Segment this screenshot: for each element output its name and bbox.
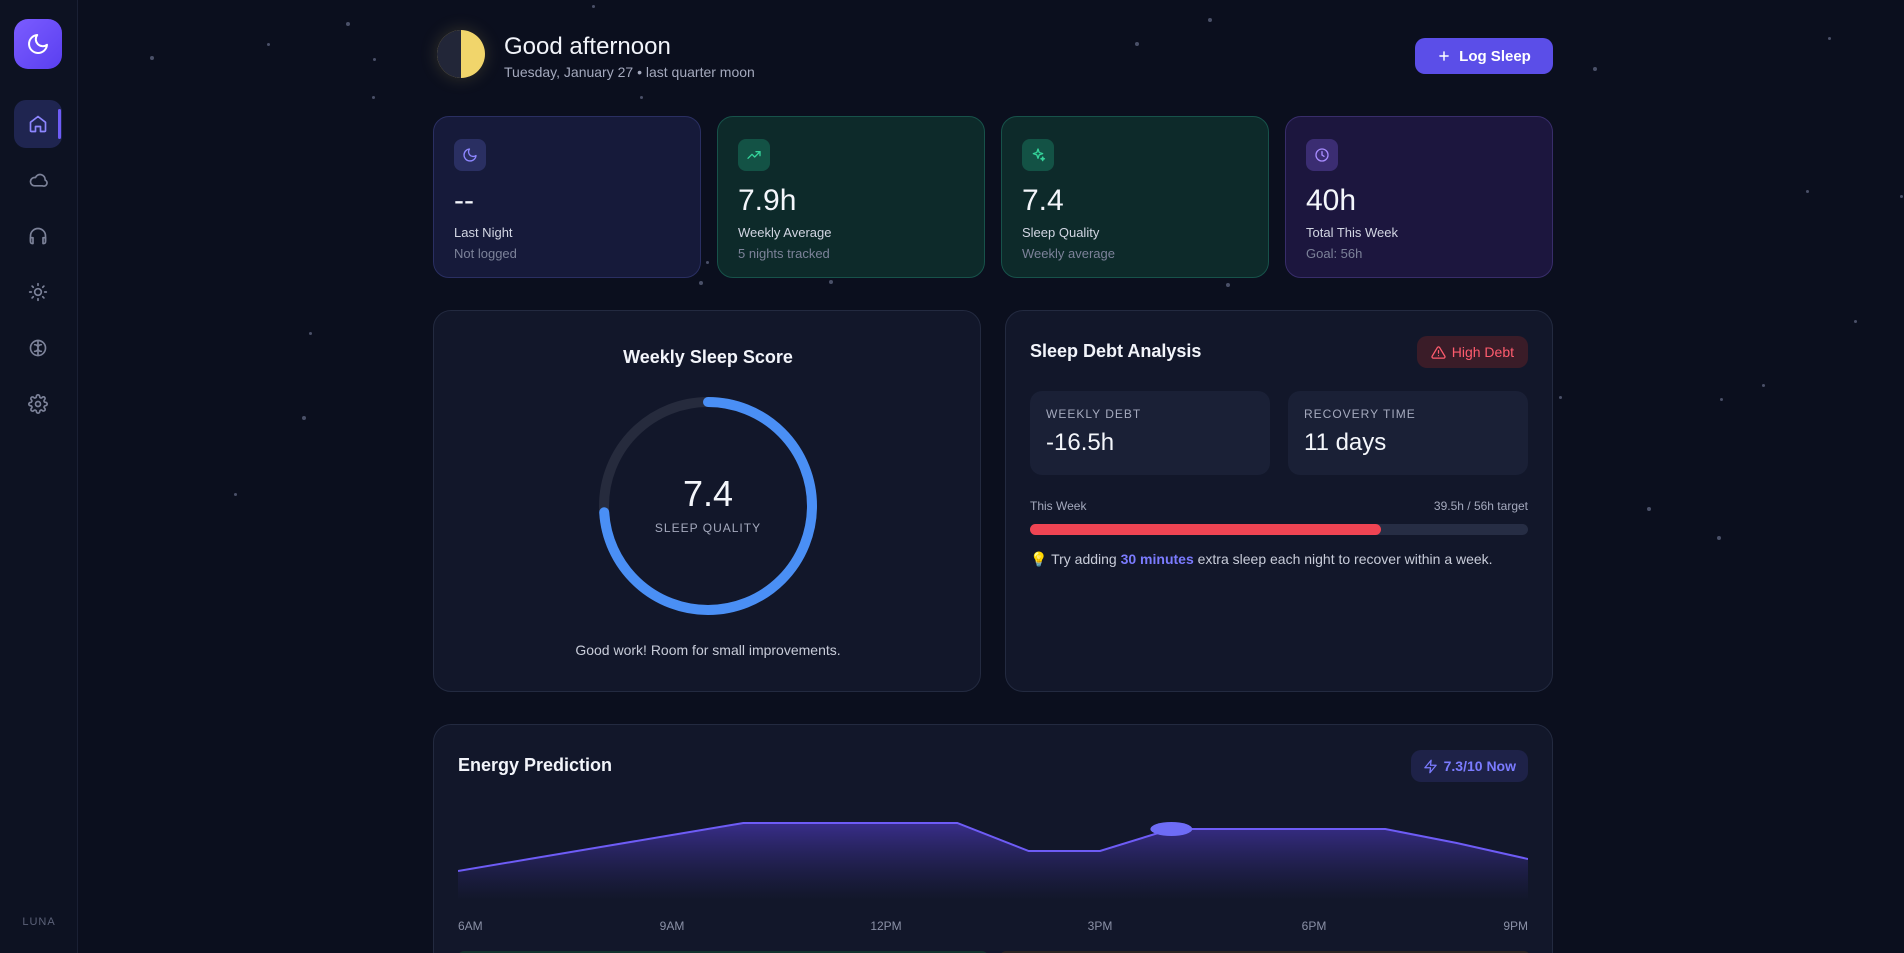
panel-title: Sleep Debt Analysis (1030, 341, 1202, 361)
energy-prediction-panel: Energy Prediction 7.3/10 Now 6AM 9AM 12PM 3… (433, 724, 1553, 953)
sidebar-item-settings[interactable] (14, 380, 62, 428)
x-tick-label: 9AM (659, 919, 685, 933)
score-ring (599, 397, 817, 615)
energy-now-marker (1150, 822, 1193, 836)
tip-highlight: 30 minutes (1120, 551, 1194, 567)
stat-value: 40h (1306, 184, 1357, 217)
trending-up-icon (738, 139, 770, 171)
badge-label: 7.3/10 Now (1443, 758, 1516, 774)
greeting-title: Good afternoon (504, 33, 671, 60)
panel-title: Energy Prediction (458, 755, 613, 775)
sparkles-icon (1022, 139, 1054, 171)
sleep-debt-panel: Sleep Debt Analysis High Debt WEEKLY DEB… (1005, 310, 1553, 692)
stat-sub: Not logged (454, 246, 517, 261)
stat-value: 7.9h (738, 184, 797, 217)
app-logo[interactable] (14, 19, 62, 69)
lightning-icon (1423, 759, 1437, 773)
week-label: This Week (1030, 499, 1087, 513)
recovery-time-box: RECOVERY TIME 11 days (1288, 391, 1528, 475)
status-badge: High Debt (1416, 336, 1528, 368)
stat-sub: 5 nights tracked (738, 246, 830, 261)
weekly-debt-box: WEEKLY DEBT -16.5h (1030, 391, 1270, 475)
log-sleep-label: Log Sleep (1459, 47, 1531, 65)
tip-prefix: 💡 Try adding (1030, 551, 1121, 567)
stat-sub: Weekly average (1022, 246, 1115, 261)
box-label: WEEKLY DEBT (1046, 407, 1142, 421)
clock-icon (1306, 139, 1338, 171)
date-subtitle: Tuesday, January 27 • last quarter moon (504, 64, 755, 80)
stat-card-weekly-average[interactable]: 7.9h Weekly Average 5 nights tracked (717, 116, 985, 278)
tip-suffix: extra sleep each night to recover within… (1193, 551, 1493, 567)
sidebar-item-mind[interactable] (14, 324, 62, 372)
badge-label: High Debt (1451, 344, 1514, 360)
x-tick-label: 12PM (870, 919, 902, 933)
week-progress-fill (1030, 524, 1382, 535)
stat-card-sleep-quality[interactable]: 7.4 Sleep Quality Weekly average (1001, 116, 1269, 278)
gear-icon (28, 394, 48, 414)
energy-line (458, 822, 1528, 872)
sidebar-item-light[interactable] (14, 268, 62, 316)
sidebar: LUNA (0, 0, 78, 953)
moon-icon (28, 34, 48, 54)
recovery-tip: 💡 Try adding 30 minutes extra sleep each… (1030, 551, 1493, 568)
energy-now-badge: 7.3/10 Now (1410, 750, 1528, 782)
home-icon (29, 115, 47, 133)
stat-value: -- (454, 184, 474, 217)
brand-label: LUNA (22, 916, 56, 928)
box-value: 11 days (1304, 429, 1387, 456)
x-tick-label: 9PM (1503, 919, 1528, 933)
box-value: -16.5h (1046, 429, 1115, 456)
score-ring-arc (599, 397, 817, 615)
sun-icon (28, 282, 48, 302)
week-target: 39.5h / 56h target (1433, 499, 1528, 513)
stat-label: Total This Week (1306, 225, 1399, 240)
weekly-score-panel: Weekly Sleep Score 7.4 SLEEP QUALITY Goo… (433, 310, 981, 692)
box-label: RECOVERY TIME (1304, 407, 1416, 421)
stat-card-total-week[interactable]: 40h Total This Week Goal: 56h (1285, 116, 1553, 278)
moon-icon (454, 139, 486, 171)
stat-label: Weekly Average (738, 225, 832, 240)
score-label: SLEEP QUALITY (654, 521, 762, 535)
card-strip (458, 951, 988, 953)
stat-value: 7.4 (1022, 184, 1064, 217)
x-tick-label: 6PM (1301, 919, 1327, 933)
energy-chart (458, 822, 1528, 900)
log-sleep-button[interactable]: Log Sleep (1415, 38, 1553, 74)
sidebar-item-cloud[interactable] (14, 156, 62, 204)
x-tick-label: 3PM (1087, 919, 1113, 933)
stat-label: Sleep Quality (1022, 225, 1100, 240)
plus-icon (1439, 51, 1449, 61)
week-progress-bar (1030, 524, 1528, 535)
brain-icon (29, 339, 47, 357)
panel-title: Weekly Sleep Score (623, 347, 793, 367)
x-tick-label: 6AM (458, 919, 483, 933)
warning-icon (1431, 345, 1446, 359)
stat-sub: Goal: 56h (1306, 246, 1363, 261)
score-message: Good work! Room for small improvements. (575, 642, 841, 658)
energy-area (458, 823, 1528, 900)
stat-card-last-night[interactable]: -- Last Night Not logged (433, 116, 701, 278)
score-value: 7.4 (682, 473, 734, 514)
cloud-icon (29, 173, 48, 187)
card-strip (1000, 951, 1530, 953)
sidebar-item-home[interactable] (14, 100, 62, 148)
headphones-icon (29, 227, 47, 245)
stat-label: Last Night (454, 225, 513, 240)
sidebar-item-sounds[interactable] (14, 212, 62, 260)
moon-phase-icon (437, 30, 485, 78)
